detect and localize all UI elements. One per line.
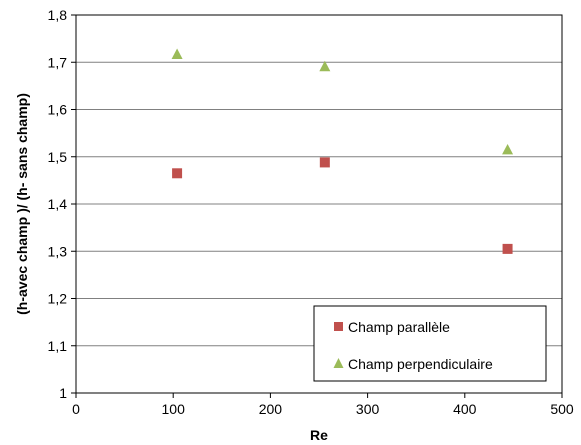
- data-points: [171, 48, 514, 254]
- legend-marker-triangle: [333, 358, 344, 368]
- data-point-square: [319, 157, 330, 168]
- legend: Champ parallèle Champ perpendiculaire: [313, 305, 547, 382]
- y-tick-label: 1,6: [48, 102, 68, 118]
- x-tick-label: 400: [453, 401, 477, 417]
- x-tick-label: 300: [356, 401, 380, 417]
- data-point-square: [502, 243, 513, 254]
- legend-entry-champ-perpendiculaire: Champ perpendiculaire: [348, 356, 493, 372]
- data-point-triangle: [502, 143, 514, 155]
- x-axis-label: Re: [310, 427, 328, 443]
- y-tick-label: 1,3: [48, 243, 68, 259]
- data-point-triangle: [171, 48, 183, 59]
- x-tick-label: 100: [162, 401, 186, 417]
- y-tick-label: 1,4: [48, 196, 68, 212]
- legend-marker-square: [334, 322, 343, 331]
- legend-box: [313, 305, 547, 382]
- y-tick-label: 1: [59, 385, 67, 401]
- y-tick-label: 1,2: [48, 291, 68, 307]
- y-axis-label: (h-avec champ )/ (h- sans champ): [14, 93, 30, 315]
- y-tick-label: 1,5: [48, 149, 68, 165]
- x-tick-label: 200: [259, 401, 283, 417]
- data-point-square: [172, 168, 183, 179]
- data-point-triangle: [319, 60, 331, 72]
- y-tick-label: 1,8: [48, 7, 68, 23]
- legend-entry-champ-parallele: Champ parallèle: [348, 319, 450, 335]
- x-tick-label: 0: [72, 401, 80, 417]
- gridlines: [76, 61, 562, 347]
- y-tick-label: 1,1: [48, 338, 68, 354]
- y-tick-label: 1,7: [48, 54, 68, 70]
- axis-ticks: 1 1,1 1,2 1,3 1,4 1,5 1,6 1,7 1,8 0 100 200 300 400 50…: [48, 7, 574, 417]
- x-tick-label: 500: [550, 401, 574, 417]
